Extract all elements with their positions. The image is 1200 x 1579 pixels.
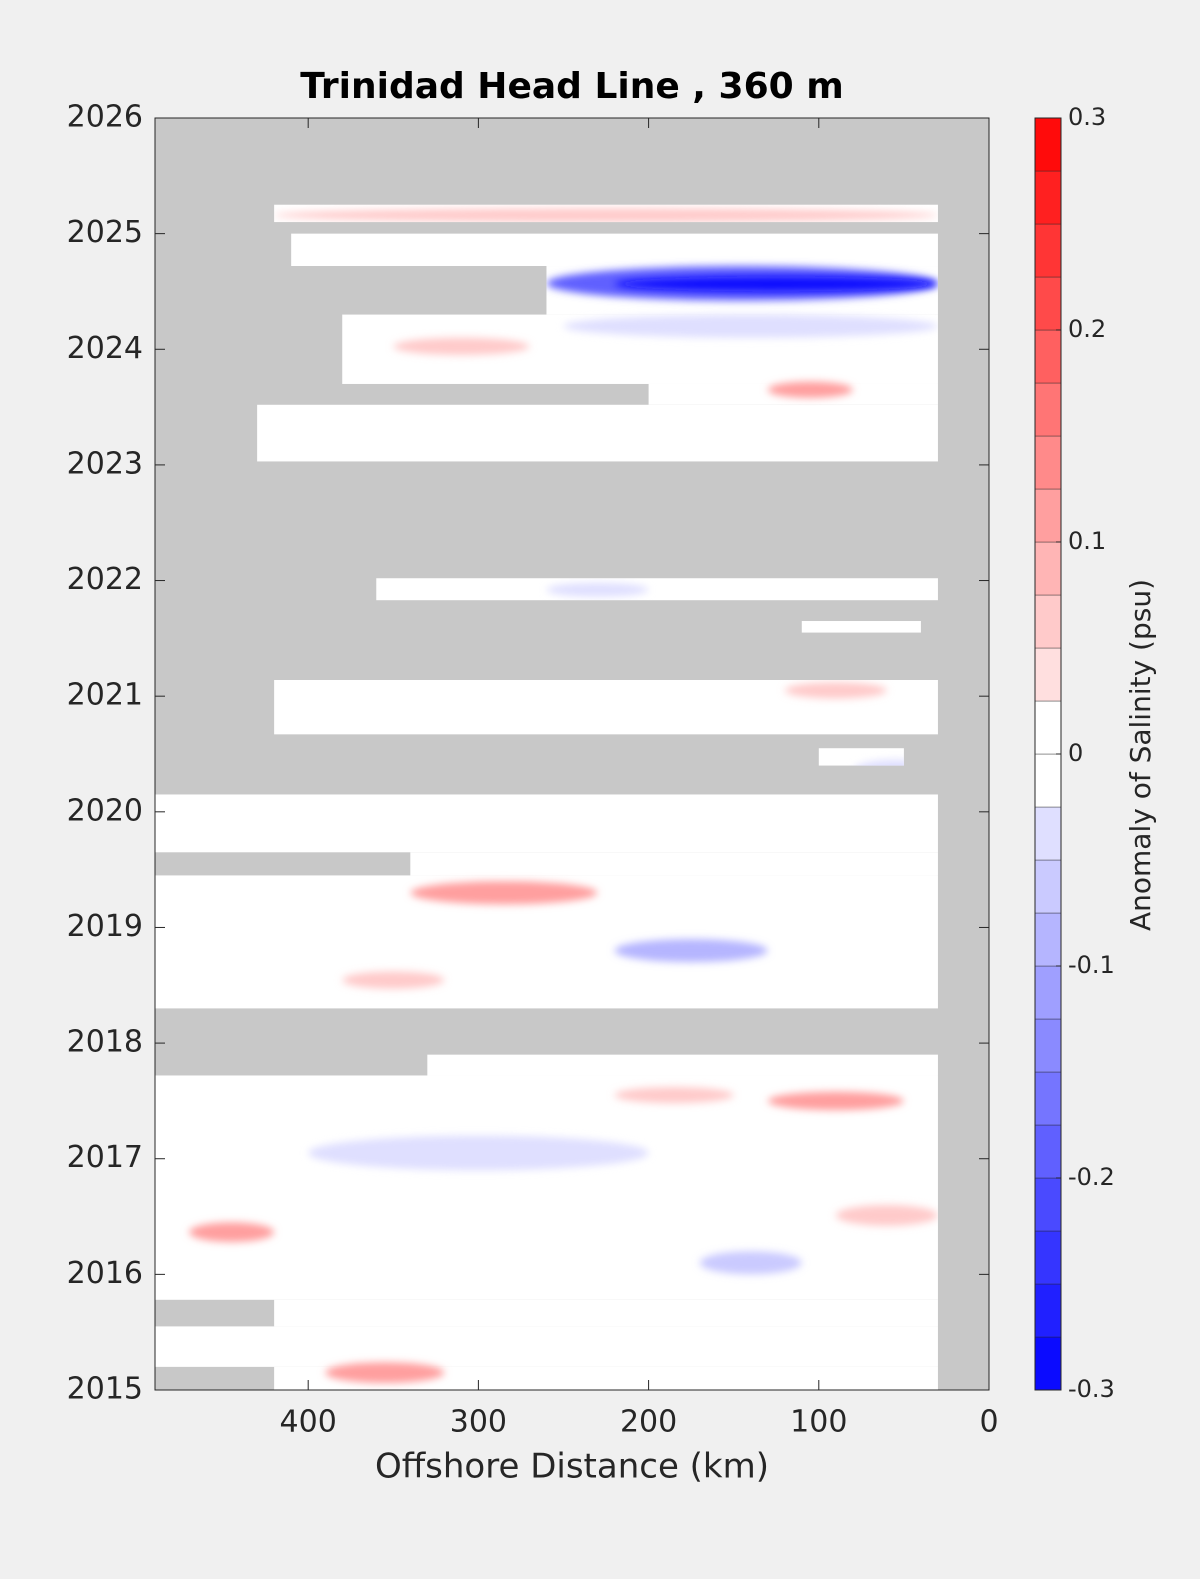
anomaly-patch xyxy=(308,1135,649,1171)
y-tick-label: 2019 xyxy=(67,909,143,944)
coverage-region xyxy=(427,1054,938,1076)
anomaly-patch xyxy=(699,1251,802,1275)
colorbar-band xyxy=(1034,1230,1062,1285)
anomaly-patch xyxy=(767,381,853,398)
y-tick-label: 2020 xyxy=(67,793,143,828)
colorbar-band xyxy=(1034,753,1062,808)
colorbar-band xyxy=(1034,1336,1062,1391)
anomaly-patch xyxy=(767,1091,904,1111)
coverage-region xyxy=(274,1299,938,1327)
x-tick-label: 200 xyxy=(620,1405,677,1440)
coverage-region xyxy=(801,621,921,633)
colorbar-tick-label: -0.2 xyxy=(1068,1163,1115,1191)
anomaly-patch xyxy=(274,208,938,223)
colorbar-band xyxy=(1034,541,1062,596)
anomaly-patch xyxy=(410,881,598,905)
coverage-region xyxy=(376,578,938,601)
coverage-region xyxy=(410,852,938,876)
anomaly-patch xyxy=(614,939,768,963)
coverage-region xyxy=(155,794,938,853)
colorbar-band xyxy=(1034,223,1062,278)
colorbar-tick-label: -0.1 xyxy=(1068,951,1115,979)
anomaly-patch xyxy=(393,337,530,356)
anomaly-patch xyxy=(784,682,887,699)
colorbar-band xyxy=(1034,965,1062,1020)
colorbar-band xyxy=(1034,117,1062,172)
y-tick-label: 2022 xyxy=(67,562,143,597)
y-tick-label: 2021 xyxy=(67,678,143,713)
coverage-region xyxy=(291,233,938,267)
colorbar-band xyxy=(1034,594,1062,649)
x-tick-label: 100 xyxy=(790,1405,847,1440)
colorbar-band xyxy=(1034,912,1062,967)
colorbar-tick-label: 0 xyxy=(1068,739,1083,767)
colorbar-band xyxy=(1034,329,1062,384)
anomaly-patch xyxy=(342,971,445,989)
anomaly-patch xyxy=(835,1204,938,1226)
anomaly-patch xyxy=(325,1362,445,1384)
chart-title: Trinidad Head Line , 360 m xyxy=(300,66,843,107)
colorbar-tick-label: -0.3 xyxy=(1068,1375,1115,1403)
colorbar-band xyxy=(1034,1283,1062,1338)
y-tick-label: 2016 xyxy=(67,1256,143,1291)
y-tick-label: 2018 xyxy=(67,1025,143,1060)
anomaly-patch xyxy=(614,1087,734,1104)
colorbar-band xyxy=(1034,488,1062,543)
colorbar-tick-label: 0.2 xyxy=(1068,315,1106,343)
y-tick-label: 2024 xyxy=(67,331,143,366)
colorbar-label: Anomaly of Salinity (psu) xyxy=(1124,579,1157,931)
x-tick-label: 400 xyxy=(280,1405,337,1440)
coverage-region xyxy=(155,1075,938,1300)
colorbar-band xyxy=(1034,1124,1062,1179)
anomaly-field xyxy=(189,208,938,1384)
colorbar-band xyxy=(1034,276,1062,331)
colorbar-band xyxy=(1034,806,1062,861)
colorbar-band xyxy=(1034,382,1062,437)
anomaly-patch xyxy=(546,582,649,597)
y-tick-label: 2026 xyxy=(67,100,143,135)
anomaly-patch xyxy=(563,314,938,338)
anomaly-patch xyxy=(614,276,938,292)
colorbar-band xyxy=(1034,859,1062,914)
colorbar-band xyxy=(1034,170,1062,225)
colorbar-band xyxy=(1034,1018,1062,1073)
x-tick-label: 300 xyxy=(450,1405,507,1440)
colorbar-band xyxy=(1034,647,1062,702)
colorbar-band xyxy=(1034,1071,1062,1126)
x-tick-label: 0 xyxy=(979,1405,998,1440)
colorbar-band xyxy=(1034,1177,1062,1232)
x-axis-label: Offshore Distance (km) xyxy=(375,1447,769,1487)
colorbar-band xyxy=(1034,700,1062,755)
y-tick-label: 2017 xyxy=(67,1140,143,1175)
y-tick-label: 2023 xyxy=(67,446,143,481)
colorbar-tick-label: 0.3 xyxy=(1068,103,1106,131)
coverage-region xyxy=(257,404,938,462)
y-tick-label: 2025 xyxy=(67,215,143,250)
coverage-region xyxy=(155,1326,938,1367)
anomaly-patch xyxy=(189,1222,275,1242)
colorbar-band xyxy=(1034,435,1062,490)
y-tick-label: 2015 xyxy=(67,1372,143,1407)
plot-frame xyxy=(154,117,990,1391)
colorbar-tick-label: 0.1 xyxy=(1068,527,1106,555)
